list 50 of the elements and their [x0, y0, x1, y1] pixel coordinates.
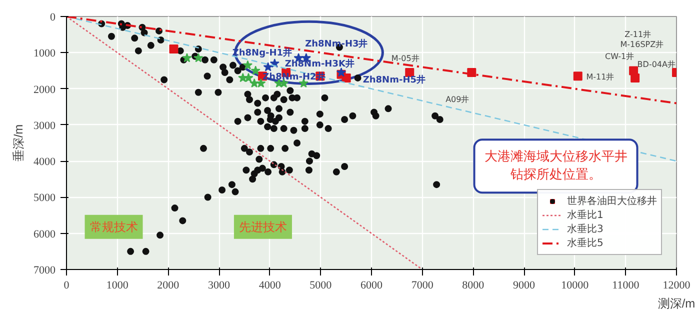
- x-tick-label: 4000: [258, 280, 282, 292]
- annotation: A09井: [446, 95, 470, 104]
- x-tick-label: 7000: [411, 280, 434, 292]
- y-tick-label: 0: [50, 12, 56, 24]
- y-tick-label: 5000: [34, 192, 56, 204]
- annotation: M-11井: [586, 72, 614, 82]
- x-axis-title: 测深/m: [658, 296, 696, 310]
- x-tick-label: 2000: [157, 280, 180, 292]
- x-tick-label: 6000: [360, 280, 383, 292]
- annotation: 常规技术: [90, 220, 138, 234]
- legend-label: 世界各油田大位移井: [567, 194, 657, 208]
- x-tick-label: 0: [64, 280, 70, 292]
- annotation: 大港滩海域大位移水平井钻探所处位置。: [484, 150, 628, 183]
- point: [194, 53, 204, 62]
- y-axis-title: 垂深/m: [12, 124, 26, 162]
- x-tick-label: 12000: [662, 280, 691, 292]
- point: [342, 73, 351, 82]
- legend-label: 水垂比1: [567, 208, 604, 222]
- point: [250, 78, 260, 88]
- point: [573, 72, 582, 81]
- annotation: Zh8Nm-H3井: [305, 38, 368, 50]
- x-tick-label: 9000: [513, 280, 536, 292]
- x-tick-label: 3000: [208, 280, 230, 292]
- point: [182, 53, 192, 62]
- annotation: 先进技术: [238, 220, 287, 234]
- annotation: Z-11井: [624, 30, 652, 40]
- y-tick-label: 3000: [34, 120, 56, 132]
- annotation: M-05井: [391, 54, 420, 63]
- y-tick-label: 1000: [34, 48, 56, 60]
- point: [250, 66, 260, 75]
- y-tick-label: 7000: [34, 264, 56, 276]
- annotation: CW-1井: [604, 52, 634, 62]
- point: [263, 62, 273, 72]
- x-tick-label: 8000: [462, 280, 485, 292]
- annotation: M-16SPZ井: [620, 40, 664, 50]
- x-tick-label: 1000: [106, 280, 129, 292]
- legend-label: 水垂比5: [567, 236, 604, 250]
- point: [242, 60, 252, 70]
- point: [169, 44, 178, 54]
- y-tick-label: 2000: [34, 84, 56, 96]
- x-tick-label: 10000: [561, 280, 590, 292]
- y-tick-label: 6000: [34, 228, 56, 240]
- x-tick-label: 11000: [612, 280, 640, 292]
- legend-label: 水垂比3: [567, 222, 604, 236]
- annotation: BD-04A井: [637, 60, 676, 70]
- y-tick-label: 4000: [34, 156, 56, 168]
- annotation: Zh8Nm-H3K井: [284, 58, 354, 70]
- x-tick-label: 5000: [310, 280, 332, 292]
- point: [630, 73, 640, 82]
- annotation: Zh8Nm-H5井: [362, 74, 426, 86]
